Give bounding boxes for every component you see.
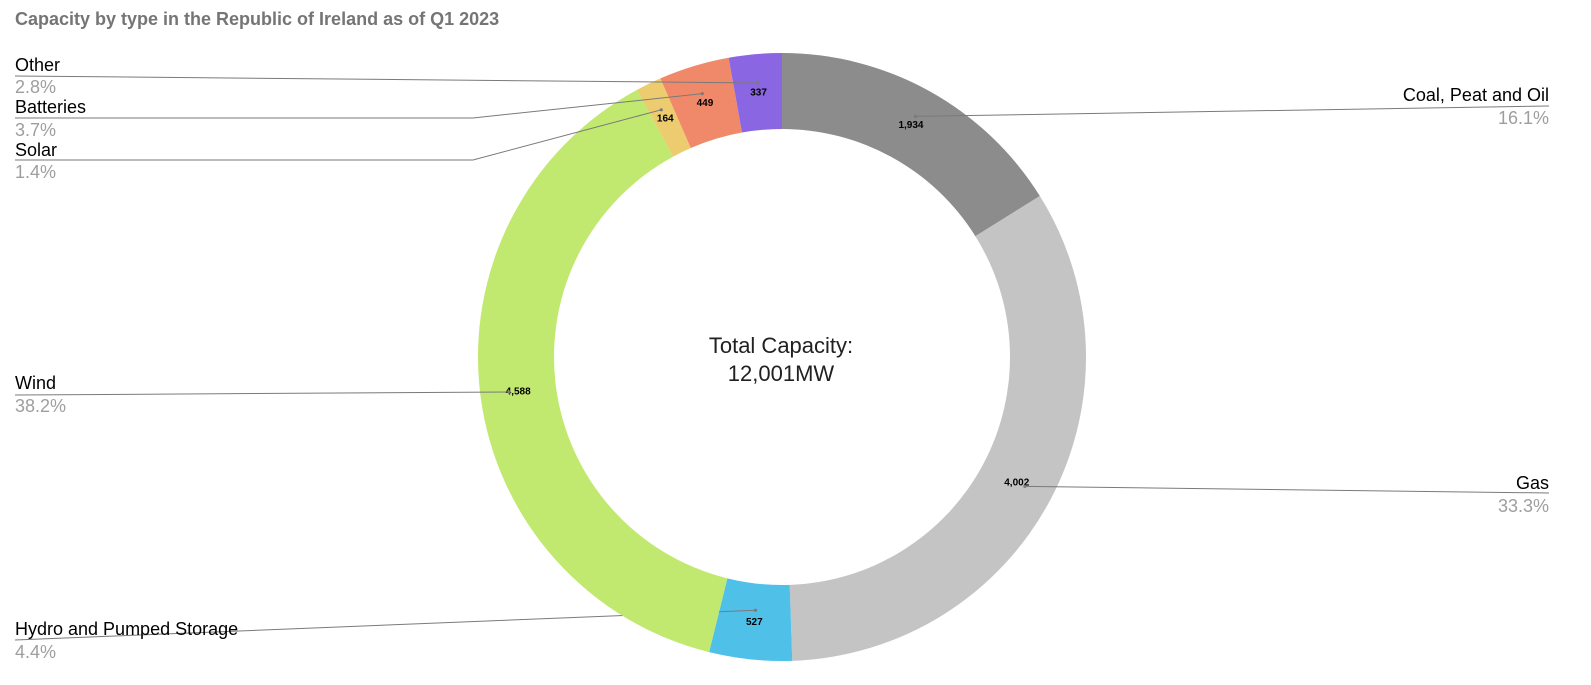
legend-name-coal-peat-and-oil: Coal, Peat and Oil: [1403, 85, 1549, 105]
leader-line-wind: [14, 391, 510, 396]
legend-name-solar: Solar: [15, 140, 57, 160]
legend-percent-solar: 1.4%: [15, 162, 56, 182]
leader-dot-other: [756, 81, 760, 85]
slice-wind: [478, 89, 728, 653]
slice-gas: [789, 195, 1086, 661]
legend-percent-batteries: 3.7%: [15, 120, 56, 140]
value-label-wind: 4,588: [506, 386, 531, 397]
chart-title: Capacity by type in the Republic of Irel…: [15, 9, 500, 29]
value-label-other: 337: [750, 88, 767, 99]
value-label-hydro-and-pumped-storage: 527: [746, 617, 763, 628]
leader-dot-batteries: [700, 92, 704, 96]
leader-dot-coal-peat-and-oil: [913, 114, 918, 118]
legend-name-other: Other: [15, 55, 60, 75]
legend-name-wind: Wind: [15, 373, 56, 393]
legend-percent-gas: 33.3%: [1498, 496, 1549, 516]
legend-name-hydro-and-pumped-storage: Hydro and Pumped Storage: [15, 619, 238, 639]
leader-dot-wind: [507, 390, 511, 394]
leader-dot-hydro-and-pumped-storage: [753, 608, 758, 612]
legend-percent-coal-peat-and-oil: 16.1%: [1498, 108, 1549, 128]
legend-name-batteries: Batteries: [15, 97, 86, 117]
value-label-gas: 4,002: [1004, 478, 1029, 489]
legend-name-gas: Gas: [1516, 473, 1549, 493]
leader-dot-solar: [659, 108, 663, 112]
value-label-coal-peat-and-oil: 1,934: [898, 120, 923, 131]
leader-line-coal-peat-and-oil: [915, 105, 1550, 117]
leader-dot-gas: [1023, 484, 1027, 488]
slice-coal-peat-and-oil: [782, 53, 1040, 237]
leader-line-other: [14, 75, 758, 84]
slice-other: [728, 53, 782, 133]
slice-batteries: [660, 57, 742, 149]
value-label-batteries: 449: [697, 98, 714, 109]
legend-percent-hydro-and-pumped-storage: 4.4%: [15, 642, 56, 662]
slice-hydro-and-pumped-storage: [709, 578, 793, 661]
center-label: Total Capacity:: [709, 333, 853, 358]
legend-percent-wind: 38.2%: [15, 396, 66, 416]
leader-line-solar: [15, 109, 662, 161]
slice-solar: [636, 78, 691, 157]
center-total-value: 12,001MW: [728, 361, 835, 386]
value-label-solar: 164: [657, 113, 674, 124]
leader-line-batteries: [15, 93, 703, 119]
legend-percent-other: 2.8%: [15, 77, 56, 97]
leader-line-gas: [1024, 485, 1550, 494]
